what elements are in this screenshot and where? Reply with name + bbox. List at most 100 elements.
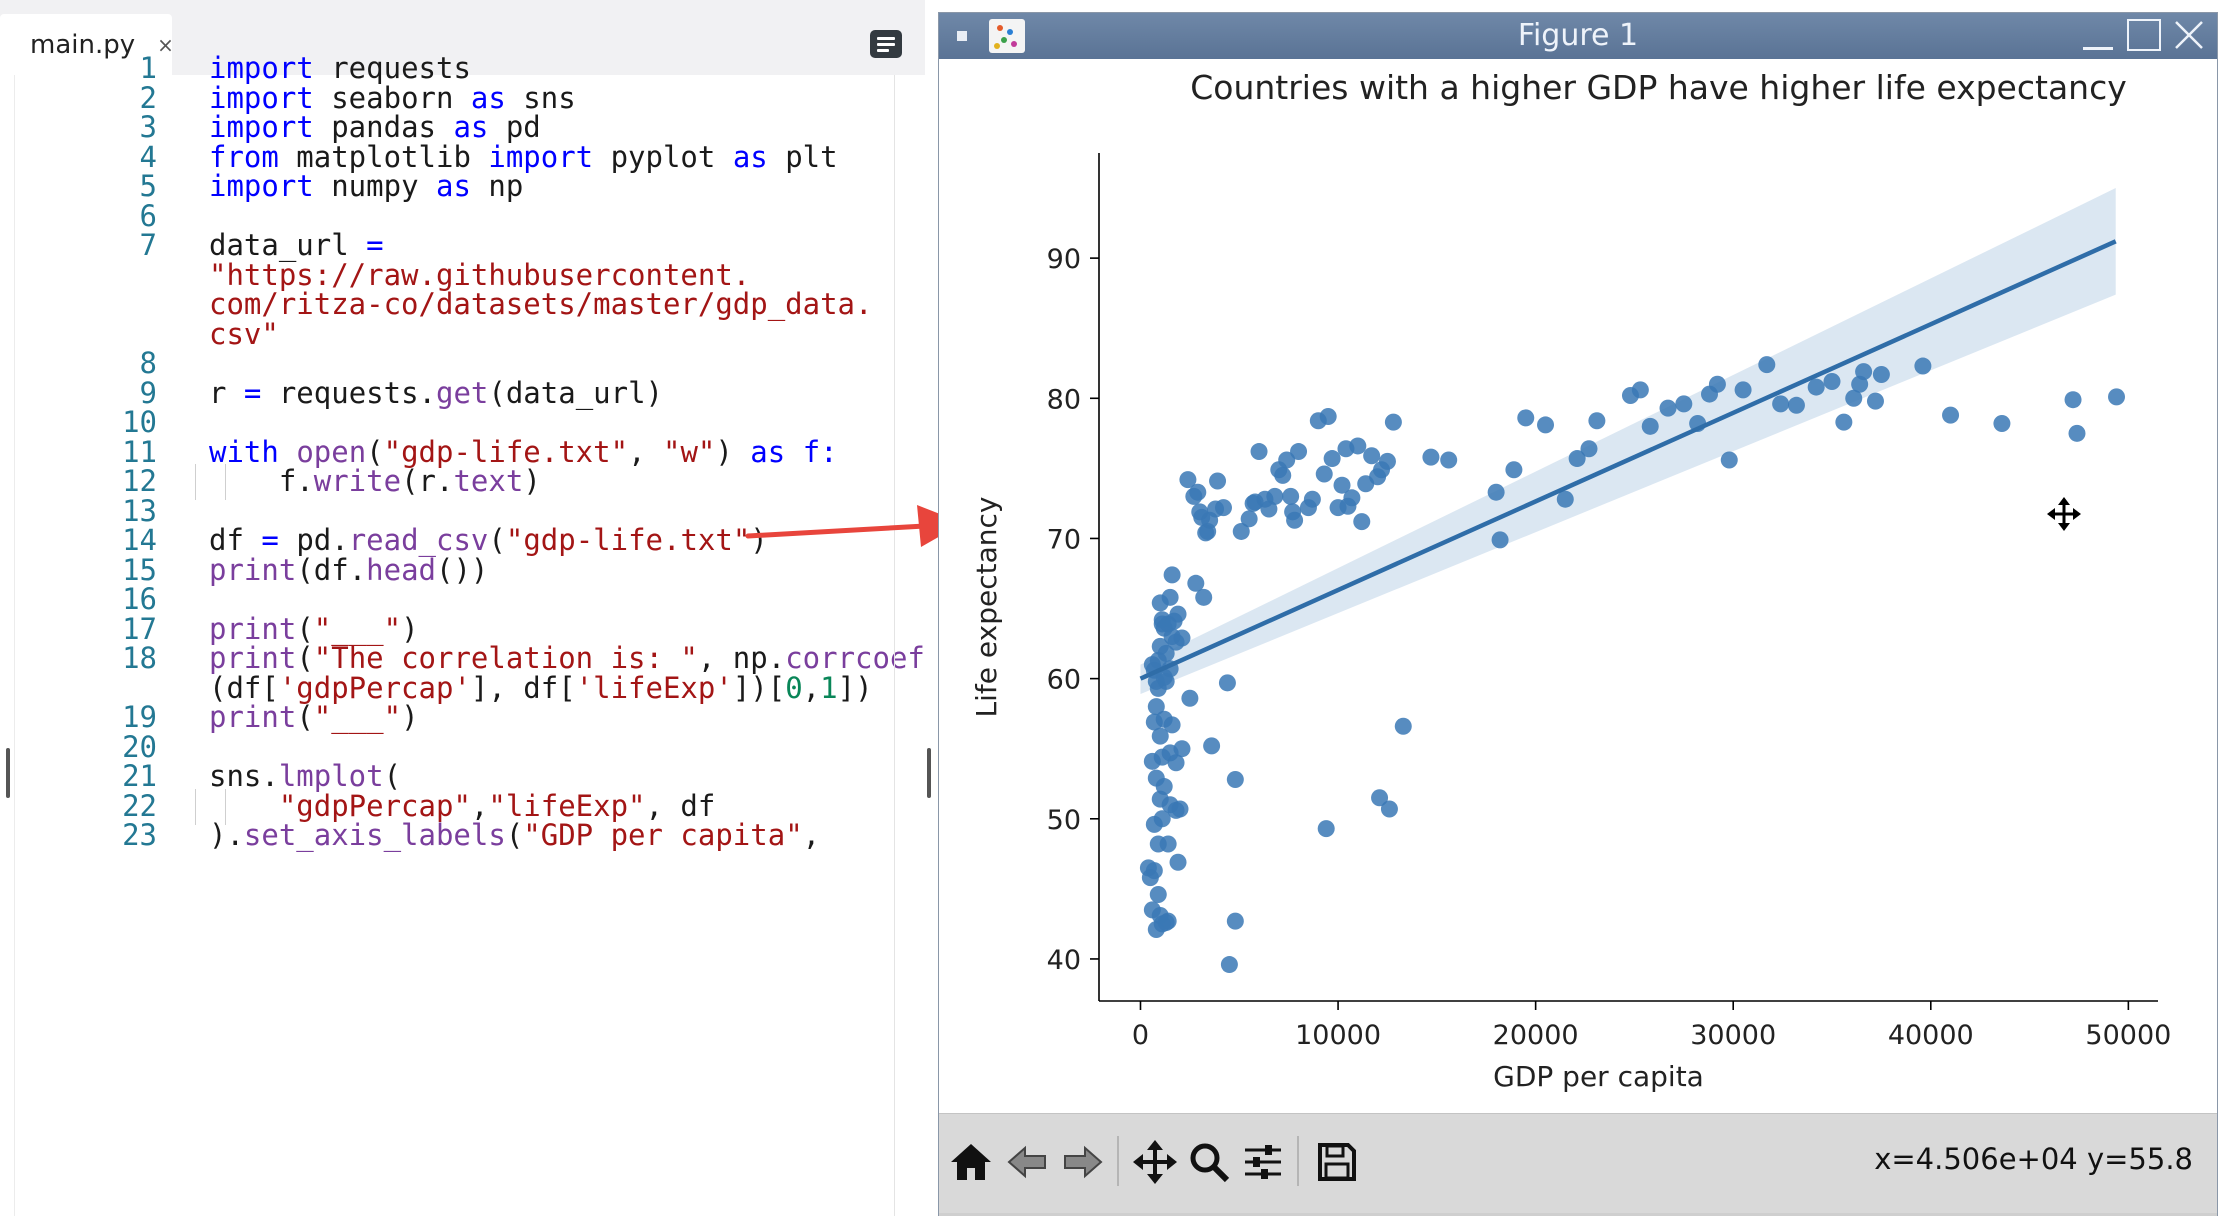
code-line[interactable]: 21 sns.lmplot(: [15, 755, 935, 797]
y-tick-label: 70: [1047, 524, 1081, 555]
data-point: [1163, 566, 1181, 584]
code-line[interactable]: 20: [15, 726, 935, 768]
window-title-bar[interactable]: Figure 1: [939, 13, 2217, 59]
indent-guide: [225, 788, 226, 825]
code-token: (df[: [209, 670, 279, 705]
tab-main-py[interactable]: main.py ×: [0, 14, 174, 75]
line-number: 19: [122, 700, 157, 734]
data-point: [1772, 395, 1790, 413]
code-line[interactable]: 8: [15, 342, 935, 384]
zoom-icon[interactable]: [1183, 1134, 1235, 1190]
pan-icon[interactable]: [1129, 1134, 1181, 1190]
data-point: [1993, 415, 2011, 433]
pane-resize-handle[interactable]: [927, 748, 931, 798]
data-point: [1266, 487, 1284, 505]
data-point: [1173, 629, 1191, 647]
maximize-icon[interactable]: [2127, 19, 2161, 51]
scatter-chart[interactable]: 40 50 60 70 80 90 0 10000 20000 30000 40000 50000 Co…: [939, 59, 2217, 1113]
code-text: csv": [209, 313, 279, 355]
code-line[interactable]: csv": [15, 313, 935, 355]
code-token: requests: [313, 51, 471, 85]
data-point: [1195, 588, 1213, 606]
chart-title: Countries with a higher GDP have higher …: [1190, 68, 2127, 107]
data-point: [1214, 499, 1232, 517]
code-area[interactable]: 1 import requests 2 import seaborn as sns 3 i…: [14, 51, 925, 1216]
code-line[interactable]: 1 import requests: [15, 47, 935, 89]
code-line[interactable]: 6: [15, 195, 935, 237]
outline-icon[interactable]: [870, 30, 902, 58]
home-icon[interactable]: [945, 1134, 997, 1190]
data-point: [1353, 513, 1371, 531]
tab-label[interactable]: main.py: [30, 29, 136, 60]
code-line[interactable]: 17 print("___"): [15, 608, 935, 650]
code-token: numpy: [313, 169, 436, 203]
code-token: import: [209, 169, 314, 203]
data-point: [1708, 375, 1726, 393]
y-tick-label: 50: [1047, 805, 1081, 836]
code-line[interactable]: 10: [15, 401, 935, 443]
line-number: 2: [139, 80, 157, 115]
data-point: [1371, 789, 1389, 807]
forward-icon[interactable]: [1057, 1134, 1109, 1190]
toolbar-separator: [1297, 1136, 1299, 1186]
code-line[interactable]: 14 df = pd.read_csv("gdp-life.txt"): [15, 519, 935, 561]
window-menu-icon[interactable]: [957, 31, 967, 41]
code-line[interactable]: 16: [15, 578, 935, 620]
code-text: r = requests.get(data_url): [209, 372, 663, 414]
code-line[interactable]: 11 with open("gdp-life.txt", "w") as f:: [15, 431, 935, 473]
code-editor[interactable]: main.py × 1 import requests 2 import seabor…: [0, 0, 925, 1216]
data-point: [1151, 727, 1169, 745]
code-line[interactable]: 23).set_axis_labels("GDP per capita",: [15, 814, 935, 856]
code-line[interactable]: 3 import pandas as pd: [15, 106, 935, 148]
editor-scrollbar-track[interactable]: [894, 75, 895, 1216]
data-point: [1349, 437, 1367, 455]
code-line[interactable]: 4 from matplotlib import pyplot as plt: [15, 136, 935, 178]
plot-canvas[interactable]: 40 50 60 70 80 90 0 10000 20000 30000 40000 50000 Co…: [939, 59, 2217, 1125]
data-point: [1187, 574, 1205, 592]
code-line[interactable]: com/ritza-co/datasets/master/gdp_data.: [15, 283, 935, 325]
code-token: corrcoef: [785, 641, 925, 675]
figure-window[interactable]: Figure 1 40 50 60 70 80 90 0 10000 20000 30000 400…: [938, 12, 2218, 1216]
back-icon[interactable]: [1001, 1134, 1053, 1190]
data-point: [1278, 451, 1296, 469]
code-line[interactable]: 18 print("The correlation is: ", np.corrc…: [15, 637, 935, 679]
data-point: [1209, 472, 1227, 490]
data-point: [1203, 737, 1221, 755]
code-line[interactable]: 9 r = requests.get(data_url): [15, 372, 935, 414]
code-text: import requests: [209, 47, 471, 89]
line-number: 17: [122, 611, 157, 646]
configure-subplots-icon[interactable]: [1237, 1134, 1289, 1190]
code-line[interactable]: 15 print(df.head()): [15, 549, 935, 591]
window-title: Figure 1: [1517, 18, 1639, 53]
data-point: [1866, 392, 1884, 410]
data-point: [1155, 778, 1173, 796]
code-line[interactable]: 2 import seaborn as sns: [15, 77, 935, 119]
line-number: 1: [139, 51, 157, 85]
code-token: "GDP per capita": [523, 818, 803, 852]
code-line[interactable]: 7 data_url =: [15, 224, 935, 266]
move-cursor-icon: [2047, 497, 2081, 531]
left-resize-handle[interactable]: [6, 748, 10, 798]
data-point: [2064, 391, 2082, 409]
close-tab-icon[interactable]: ×: [157, 32, 174, 57]
data-point: [1250, 443, 1268, 461]
code-token: =: [243, 375, 262, 410]
save-icon[interactable]: [1311, 1134, 1363, 1190]
code-line[interactable]: 19 print("___"): [15, 696, 935, 738]
line-number: 15: [122, 552, 157, 587]
code-line[interactable]: 13: [15, 490, 935, 532]
code-line[interactable]: (df['gdpPercap'], df['lifeExp'])[0,1]): [15, 667, 935, 709]
code-line[interactable]: 22 "gdpPercap","lifeExp", df: [15, 785, 935, 827]
code-line[interactable]: "https://raw.githubusercontent.: [15, 254, 935, 296]
close-window-icon[interactable]: [2171, 17, 2207, 53]
y-tick-label: 90: [1047, 244, 1081, 275]
line-number: 16: [122, 582, 157, 616]
data-point: [1631, 381, 1649, 399]
code-token: "___": [313, 700, 402, 734]
code-token: ).: [209, 818, 244, 852]
minimize-icon[interactable]: [2083, 47, 2113, 50]
data-point: [1157, 644, 1175, 662]
data-point: [1282, 487, 1300, 505]
code-line[interactable]: 12 f.write(r.text): [15, 460, 935, 502]
code-line[interactable]: 5 import numpy as np: [15, 165, 935, 207]
